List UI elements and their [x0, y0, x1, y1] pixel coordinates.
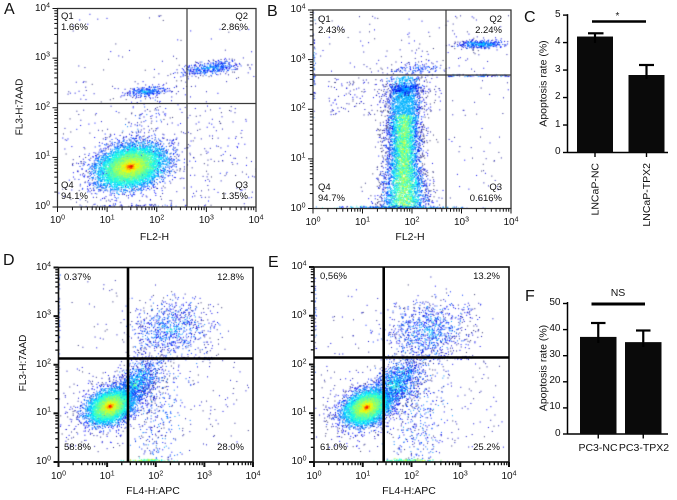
- svg-text:*: *: [616, 11, 620, 22]
- svg-text:Apoptosis rate (%): Apoptosis rate (%): [538, 325, 550, 411]
- svg-text:FL3-H:7AAD: FL3-H:7AAD: [18, 335, 29, 392]
- svg-text:LNCaP-TPX2: LNCaP-TPX2: [641, 163, 653, 227]
- svg-text:Apoptosis rate (%): Apoptosis rate (%): [538, 40, 550, 126]
- svg-text:LNCaP-NC: LNCaP-NC: [590, 163, 602, 216]
- svg-text:FL3-H:7AAD: FL3-H:7AAD: [15, 79, 26, 136]
